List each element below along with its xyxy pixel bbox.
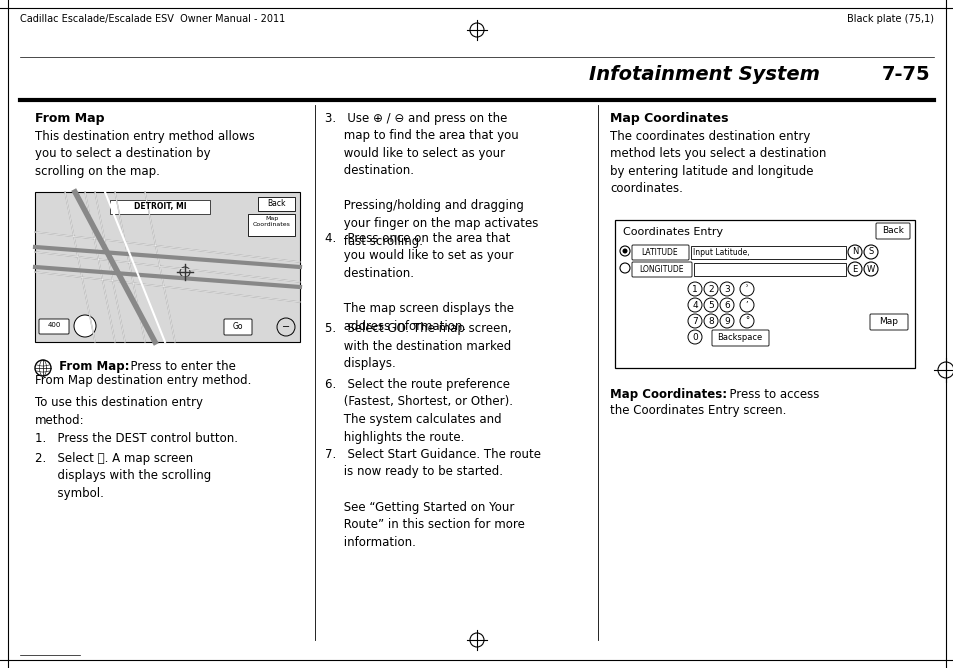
Bar (257, 197, 294, 211)
FancyBboxPatch shape (869, 314, 907, 330)
Text: Back: Back (882, 226, 903, 235)
Bar (693, 263, 845, 276)
FancyBboxPatch shape (224, 319, 252, 335)
Text: 7-75: 7-75 (881, 65, 929, 84)
Text: 2.   Select ⦿. A map screen
      displays with the scrolling
      symbol.: 2. Select ⦿. A map screen displays with … (35, 452, 211, 500)
FancyBboxPatch shape (39, 319, 69, 334)
Text: Coordinates Entry: Coordinates Entry (622, 227, 722, 237)
Text: 7.   Select Start Guidance. The route
     is now ready to be started.

     See: 7. Select Start Guidance. The route is n… (325, 448, 540, 548)
Text: Input Latitude,: Input Latitude, (692, 248, 749, 257)
FancyBboxPatch shape (875, 223, 909, 239)
Text: Map Coordinates: Map Coordinates (609, 112, 728, 125)
Text: ’: ’ (745, 301, 747, 309)
Text: LATITUDE: LATITUDE (641, 248, 678, 257)
Text: 400: 400 (48, 322, 61, 328)
Text: 9: 9 (723, 317, 729, 325)
Text: 5: 5 (707, 301, 713, 309)
Text: Press to enter the: Press to enter the (123, 360, 235, 373)
Text: E: E (851, 265, 857, 273)
Text: 0: 0 (691, 333, 698, 341)
Text: 4: 4 (692, 301, 697, 309)
Text: 1.   Press the DEST control button.: 1. Press the DEST control button. (35, 432, 237, 445)
Text: Infotainment System: Infotainment System (588, 65, 820, 84)
FancyBboxPatch shape (631, 245, 688, 260)
Text: From Map destination entry method.: From Map destination entry method. (35, 374, 251, 387)
Text: Black plate (75,1): Black plate (75,1) (846, 14, 933, 24)
Text: Go: Go (233, 322, 243, 331)
Circle shape (622, 248, 627, 253)
Text: the Coordinates Entry screen.: the Coordinates Entry screen. (609, 404, 785, 417)
Text: Back: Back (268, 199, 286, 208)
Text: Press to access: Press to access (721, 388, 819, 401)
Circle shape (74, 315, 96, 337)
Text: ʾ: ʾ (745, 285, 747, 293)
Text: From Map: From Map (35, 112, 105, 125)
FancyBboxPatch shape (711, 330, 768, 346)
Text: This destination entry method allows
you to select a destination by
scrolling on: This destination entry method allows you… (35, 130, 254, 178)
Text: 6.   Select the route preference
     (Fastest, Shortest, or Other).
     The sy: 6. Select the route preference (Fastest,… (325, 378, 513, 444)
Bar (690, 246, 845, 259)
Text: From Map:: From Map: (55, 360, 130, 373)
Text: N: N (851, 248, 858, 257)
Bar (248, 214, 294, 236)
Text: To use this destination entry
method:: To use this destination entry method: (35, 396, 203, 426)
Text: 5.   Select GO. The map screen,
     with the destination marked
     displays.: 5. Select GO. The map screen, with the d… (325, 322, 511, 370)
Text: 7: 7 (691, 317, 698, 325)
Text: Map
Coordinates: Map Coordinates (253, 216, 291, 227)
Text: S: S (867, 248, 873, 257)
Text: The coordinates destination entry
method lets you select a destination
by enteri: The coordinates destination entry method… (609, 130, 825, 196)
Text: Backspace: Backspace (717, 333, 761, 342)
Bar (110, 200, 210, 214)
Text: Map: Map (879, 317, 898, 326)
Text: °: ° (744, 317, 748, 325)
Text: 6: 6 (723, 301, 729, 309)
FancyBboxPatch shape (631, 262, 691, 277)
Text: 4.   Press once on the area that
     you would like to set as your
     destina: 4. Press once on the area that you would… (325, 232, 514, 333)
Text: Cadillac Escalade/Escalade ESV  Owner Manual - 2011: Cadillac Escalade/Escalade ESV Owner Man… (20, 14, 285, 24)
Text: 3.   Use ⊕ / ⊖ and press on the
     map to find the area that you
     would li: 3. Use ⊕ / ⊖ and press on the map to fin… (325, 112, 537, 248)
Text: 2: 2 (707, 285, 713, 293)
Text: −: − (282, 322, 290, 332)
Text: 1: 1 (691, 285, 698, 293)
Text: DETROIT, MI: DETROIT, MI (133, 202, 186, 211)
Bar (35, 192, 299, 342)
Text: Map Coordinates:: Map Coordinates: (609, 388, 726, 401)
Text: 3: 3 (723, 285, 729, 293)
Text: LONGITUDE: LONGITUDE (639, 265, 683, 274)
Text: W: W (866, 265, 874, 273)
Text: 8: 8 (707, 317, 713, 325)
Bar (615, 220, 914, 368)
